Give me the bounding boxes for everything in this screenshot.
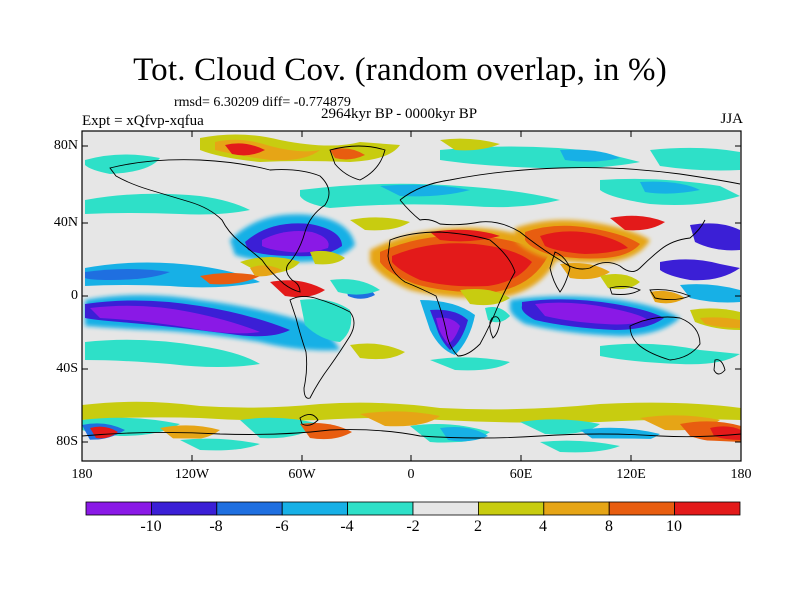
colorbar-swatch <box>150 501 218 516</box>
colorbar-label: -6 <box>275 518 289 535</box>
colorbar-label: -4 <box>340 518 354 535</box>
colorbar-swatch <box>477 501 545 516</box>
coastlines <box>82 145 741 439</box>
experiment-label: Expt = xQfvp-xqfua <box>82 113 204 129</box>
lon-label: 120W <box>174 467 210 482</box>
lon-label: 180 <box>730 467 752 482</box>
lon-label: 0 <box>407 467 415 482</box>
colorbar-swatch <box>216 501 283 516</box>
colorbar-label: 8 <box>605 518 613 535</box>
colorbar-label: -2 <box>406 518 420 535</box>
colorbar-swatch <box>347 501 414 516</box>
lon-label: 60W <box>288 467 316 482</box>
lon-label: 120E <box>616 467 646 482</box>
season-label: JJA <box>720 111 743 127</box>
colorbar-label: 4 <box>539 518 547 535</box>
colorbar-swatch <box>85 501 152 516</box>
lat-label: 40N <box>53 215 78 230</box>
chart-title: Tot. Cloud Cov. (random overlap, in %) <box>133 52 667 88</box>
stats-text: rmsd= 6.30209 diff= -0.774879 <box>174 95 351 110</box>
colorbar-swatch <box>608 501 676 516</box>
lon-label: 180 <box>71 467 93 482</box>
colorbar-label: -8 <box>209 518 223 535</box>
lat-label: 80N <box>53 138 78 153</box>
axis-ticks <box>81 131 742 461</box>
lon-label: 60E <box>509 467 533 482</box>
colorbar <box>85 501 741 516</box>
colorbar-label: 2 <box>474 518 482 535</box>
colorbar-swatch <box>543 501 610 516</box>
colorbar-swatch <box>412 501 479 516</box>
cloud-anomaly-field <box>82 134 741 461</box>
colorbar-swatch <box>674 501 741 516</box>
lat-label: 40S <box>56 361 78 376</box>
colorbar-label: -10 <box>140 518 162 535</box>
lat-label: 0 <box>71 288 78 303</box>
period-text: 2964kyr BP - 0000kyr BP <box>321 106 478 122</box>
colorbar-swatch <box>281 501 349 516</box>
colorbar-label: 10 <box>666 518 682 535</box>
lat-label: 80S <box>56 434 78 449</box>
